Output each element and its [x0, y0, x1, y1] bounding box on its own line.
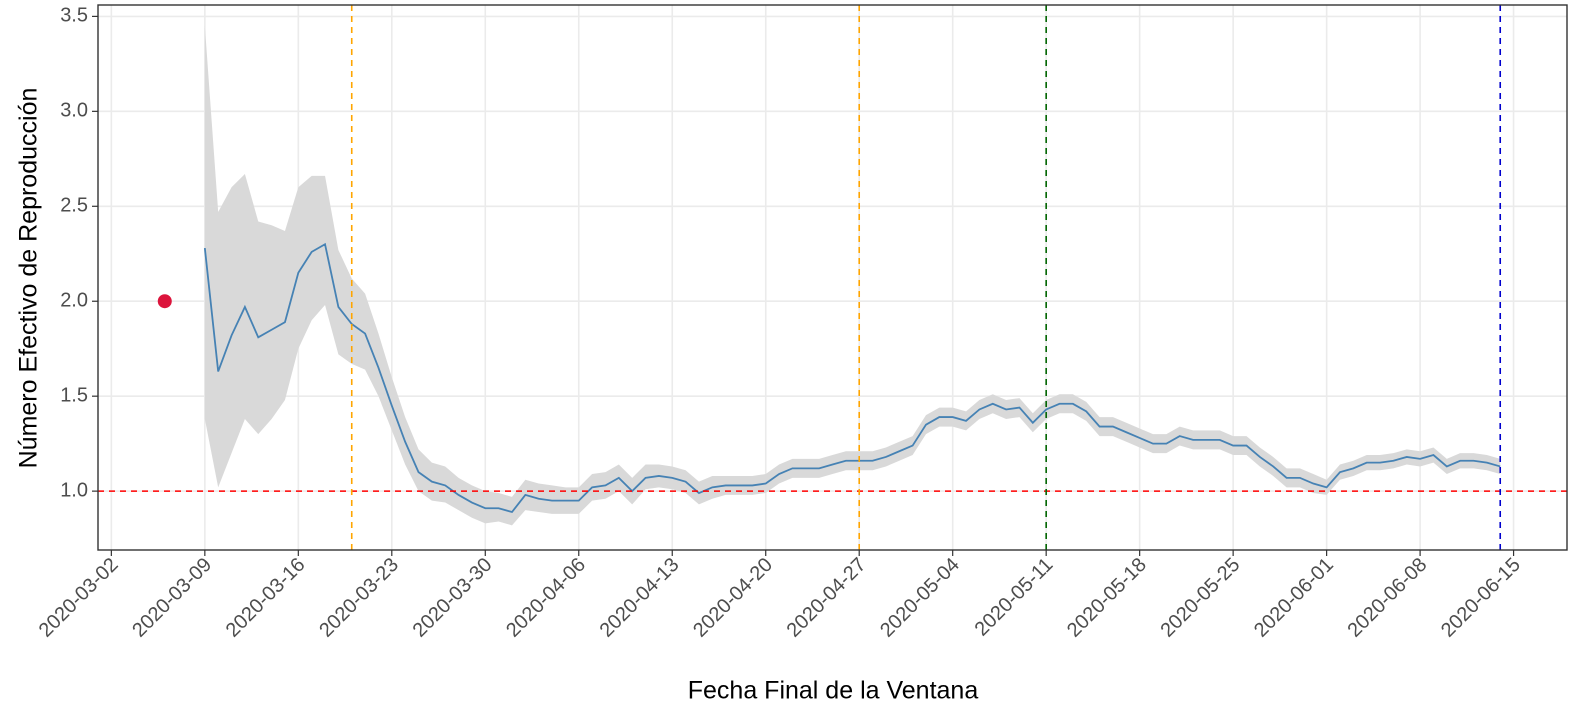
- x-tick-label: 2020-03-30: [409, 554, 497, 642]
- y-tick-label: 3.5: [60, 5, 88, 27]
- x-tick-label: 2020-03-09: [128, 554, 216, 642]
- point: [157, 294, 172, 309]
- y-tick-label: 1.5: [60, 384, 88, 406]
- x-tick-label: 2020-05-11: [971, 554, 1058, 641]
- x-tick-label: 2020-04-20: [689, 554, 777, 642]
- x-tick-label: 2020-03-23: [315, 554, 403, 642]
- x-axis-title: Fecha Final de la Ventana: [688, 677, 979, 705]
- y-tick-label: 2.5: [60, 195, 88, 217]
- y-tick-label: 1.0: [60, 479, 88, 501]
- y-tick-label: 2.0: [60, 290, 88, 312]
- x-tick-label: 2020-06-15: [1437, 554, 1525, 642]
- panel-border: [97, 4, 1568, 551]
- y-tick-label: 3.0: [60, 100, 88, 122]
- x-tick-label: 2020-06-01: [1250, 554, 1338, 642]
- x-tick-label: 2020-05-18: [1063, 554, 1151, 642]
- x-tick-label: 2020-04-06: [502, 554, 590, 642]
- x-tick-label: 2020-03-16: [222, 554, 310, 642]
- x-tick-label: 2020-04-27: [783, 554, 871, 642]
- y-axis-title: Número Efectivo de Reproducción: [15, 88, 43, 469]
- x-tick-label: 2020-06-08: [1343, 554, 1431, 642]
- x-tick-label: 2020-04-13: [596, 554, 684, 642]
- x-tick-label: 2020-05-04: [876, 554, 964, 642]
- x-tick-label: 2020-03-02: [35, 554, 123, 642]
- x-tick-label: 2020-05-25: [1157, 554, 1245, 642]
- line: [203, 242, 1501, 514]
